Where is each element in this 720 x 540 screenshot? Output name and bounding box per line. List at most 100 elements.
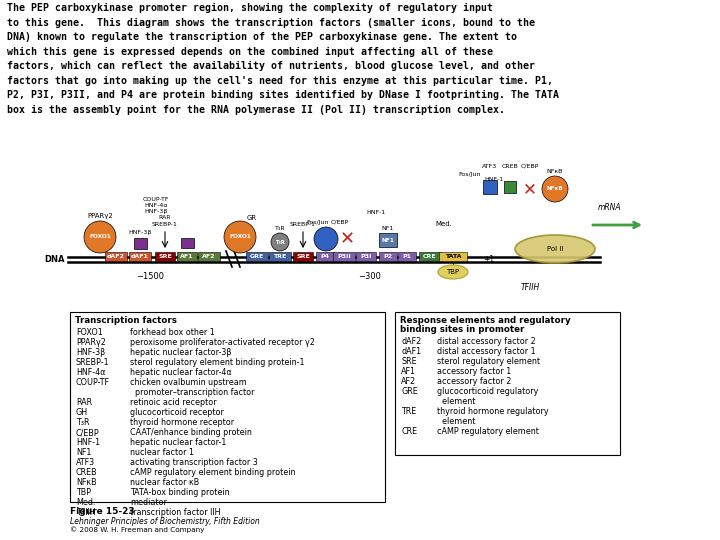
Ellipse shape — [515, 235, 595, 263]
Text: promoter–transcription factor: promoter–transcription factor — [130, 388, 254, 397]
Text: P3I: P3I — [360, 254, 372, 259]
Text: −1500: −1500 — [136, 272, 164, 281]
Text: SRE: SRE — [296, 254, 310, 259]
Text: T₃R: T₃R — [275, 226, 285, 231]
Text: transcription factor IIH: transcription factor IIH — [130, 508, 220, 517]
Text: activating transcription factor 3: activating transcription factor 3 — [130, 458, 258, 467]
Text: SREBP-1: SREBP-1 — [290, 222, 316, 227]
Text: NFκB: NFκB — [546, 169, 563, 174]
Text: dAF2: dAF2 — [107, 254, 125, 259]
Text: CREB: CREB — [76, 468, 98, 477]
Text: SRE: SRE — [401, 357, 417, 366]
Circle shape — [542, 176, 568, 202]
Text: P2: P2 — [384, 254, 392, 259]
Text: TRE: TRE — [274, 254, 287, 259]
Bar — [293, 252, 313, 261]
Ellipse shape — [438, 265, 468, 279]
Bar — [316, 252, 334, 261]
Text: ATF3: ATF3 — [482, 164, 498, 169]
Text: TBP: TBP — [76, 488, 91, 497]
Text: NF1: NF1 — [76, 448, 91, 457]
Text: ATF3: ATF3 — [76, 458, 95, 467]
Text: factors that go into making up the cell's need for this enzyme at this particula: factors that go into making up the cell'… — [7, 76, 553, 85]
Text: accessory factor 2: accessory factor 2 — [437, 377, 511, 386]
Circle shape — [84, 221, 116, 253]
Text: © 2008 W. H. Freeman and Company: © 2008 W. H. Freeman and Company — [70, 526, 204, 532]
Text: peroxisome proliferator-activated receptor γ2: peroxisome proliferator-activated recept… — [130, 338, 315, 347]
Text: −300: −300 — [359, 272, 382, 281]
Text: SREBP-1: SREBP-1 — [76, 358, 109, 367]
Text: which this gene is expressed depends on the combined input affecting all of thes: which this gene is expressed depends on … — [7, 46, 493, 57]
Text: HNF-3β: HNF-3β — [128, 230, 152, 235]
Text: PPARγ2: PPARγ2 — [87, 213, 113, 219]
Text: Fos/Jun: Fos/Jun — [459, 172, 481, 177]
Text: glucocorticoid receptor: glucocorticoid receptor — [130, 408, 224, 417]
Text: hepatic nuclear factor-1: hepatic nuclear factor-1 — [130, 438, 226, 447]
Text: TRE: TRE — [401, 407, 416, 416]
Text: GR: GR — [247, 215, 257, 221]
Text: nuclear factor κB: nuclear factor κB — [130, 478, 199, 487]
Bar — [181, 238, 194, 248]
Text: SRE: SRE — [158, 254, 172, 259]
Bar — [246, 252, 268, 261]
Bar — [333, 252, 355, 261]
Text: chicken ovalbumin upstream: chicken ovalbumin upstream — [130, 378, 247, 387]
Bar — [504, 181, 516, 193]
Bar — [198, 252, 220, 261]
Text: AF2: AF2 — [202, 254, 216, 259]
Text: forkhead box other 1: forkhead box other 1 — [130, 328, 215, 337]
Text: NF1: NF1 — [382, 226, 394, 231]
Text: mediator: mediator — [130, 498, 167, 507]
Text: NFκB: NFκB — [76, 478, 96, 487]
Text: retinoic acid receptor: retinoic acid receptor — [130, 398, 217, 407]
Text: TFIIH: TFIIH — [521, 282, 539, 292]
Text: TBP: TBP — [446, 269, 459, 275]
Text: thyroid hormone receptor: thyroid hormone receptor — [130, 418, 234, 427]
Circle shape — [224, 221, 256, 253]
Text: element: element — [437, 397, 475, 406]
Text: dAF1: dAF1 — [131, 254, 149, 259]
Text: Lehninger Principles of Biochemistry, Fifth Edition: Lehninger Principles of Biochemistry, Fi… — [70, 517, 260, 526]
Text: C/EBP: C/EBP — [331, 220, 349, 225]
Text: TATA-box binding protein: TATA-box binding protein — [130, 488, 230, 497]
Text: cAMP regulatory element: cAMP regulatory element — [437, 427, 539, 436]
Circle shape — [271, 233, 289, 251]
Text: dAF1: dAF1 — [401, 347, 421, 356]
Text: AF1: AF1 — [401, 367, 416, 376]
Text: RAR: RAR — [158, 215, 171, 220]
Text: dAF2: dAF2 — [401, 337, 421, 346]
Text: SREBP-1: SREBP-1 — [152, 222, 178, 227]
Text: hepatic nuclear factor-3β: hepatic nuclear factor-3β — [130, 348, 232, 357]
Text: DNA: DNA — [45, 254, 65, 264]
Text: Pol II: Pol II — [546, 246, 563, 252]
Text: +1: +1 — [483, 254, 494, 264]
Bar — [133, 238, 146, 248]
Text: HNF-1: HNF-1 — [366, 210, 386, 215]
Text: C/EBP: C/EBP — [521, 164, 539, 169]
Text: C/EBP: C/EBP — [76, 428, 99, 437]
Circle shape — [314, 227, 338, 251]
Text: HNF-1: HNF-1 — [76, 438, 100, 447]
Bar — [398, 252, 416, 261]
Text: HNF-4α: HNF-4α — [144, 203, 168, 208]
Bar — [356, 252, 376, 261]
Text: distal accessory factor 1: distal accessory factor 1 — [437, 347, 536, 356]
Text: hepatic nuclear factor-4α: hepatic nuclear factor-4α — [130, 368, 232, 377]
Text: binding sites in promoter: binding sites in promoter — [400, 325, 524, 334]
Text: GH: GH — [76, 408, 88, 417]
Text: TFIIH: TFIIH — [76, 508, 96, 517]
Text: GRE: GRE — [250, 254, 264, 259]
Text: CREB: CREB — [502, 164, 518, 169]
Text: PPARγ2: PPARγ2 — [76, 338, 106, 347]
Text: distal accessory factor 2: distal accessory factor 2 — [437, 337, 536, 346]
Text: Med.: Med. — [76, 498, 96, 507]
Text: glucocorticoid regulatory: glucocorticoid regulatory — [437, 387, 539, 396]
Text: sterol regulatory element: sterol regulatory element — [437, 357, 540, 366]
Text: P4: P4 — [320, 254, 330, 259]
Text: HNF-4α: HNF-4α — [76, 368, 106, 377]
Text: COUP-TF: COUP-TF — [143, 197, 169, 202]
Text: factors, which can reflect the availability of nutrients, blood glucose level, a: factors, which can reflect the availabil… — [7, 61, 535, 71]
Text: DNA) known to regulate the transcription of the PEP carboxykinase gene. The exte: DNA) known to regulate the transcription… — [7, 32, 517, 42]
Text: thyroid hormone regulatory: thyroid hormone regulatory — [437, 407, 549, 416]
Text: Response elements and regulatory: Response elements and regulatory — [400, 316, 571, 325]
